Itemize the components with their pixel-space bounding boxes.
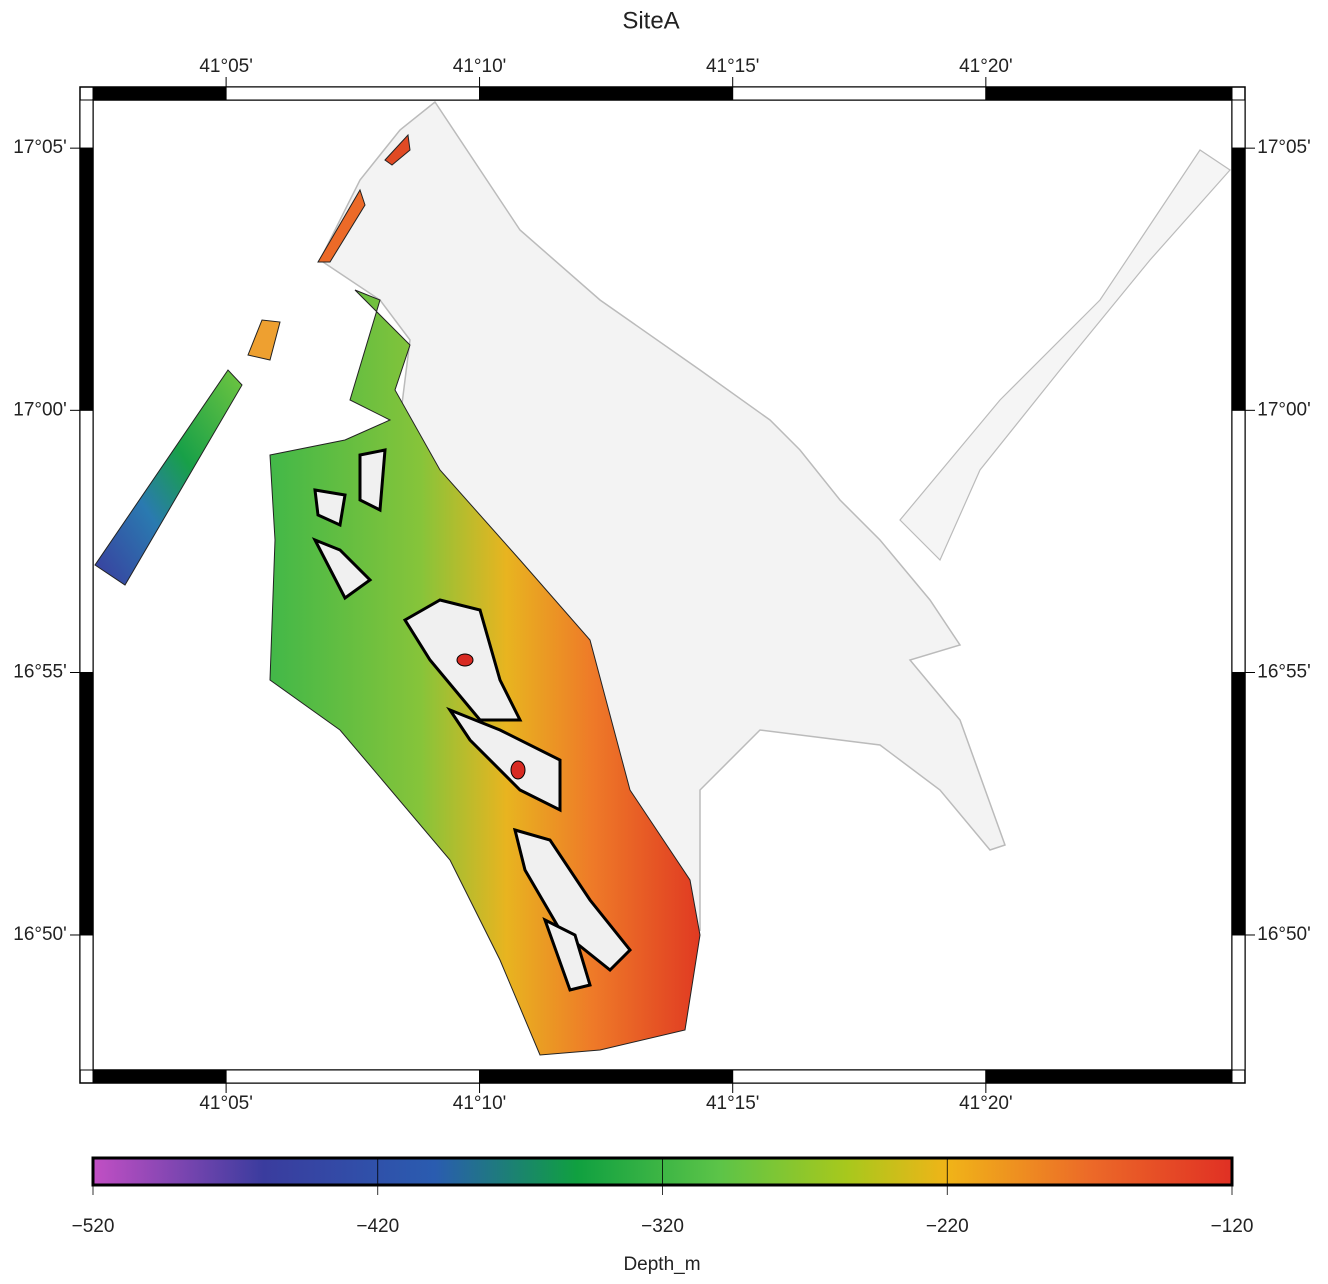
colorbar-tick-label: −520 — [72, 1216, 115, 1237]
frame-bar — [80, 148, 93, 410]
lat-tick-label: 17°00' — [13, 399, 67, 420]
frame-bar — [80, 672, 93, 934]
shoal-peak — [457, 654, 473, 666]
colorbar-tick-label: −420 — [356, 1216, 399, 1237]
frame-bar — [80, 100, 93, 148]
frame-bar — [226, 1070, 479, 1083]
lat-tick-label: 17°00' — [1257, 399, 1311, 420]
lon-tick-label: 41°05' — [199, 56, 253, 77]
frame-bar — [226, 87, 479, 100]
lon-tick-label: 41°10' — [453, 1093, 507, 1114]
map-figure: SiteA 41°05' 41°05' 41°10' 41°10' 41°15' 41°1… — [0, 0, 1328, 1279]
lon-tick-label: 41°20' — [959, 56, 1013, 77]
lat-tick-label: 17°05' — [1257, 137, 1311, 158]
colorbar-tick-label: −320 — [641, 1216, 684, 1237]
lon-tick-label: 41°15' — [706, 56, 760, 77]
frame-bar — [733, 1070, 986, 1083]
lon-tick-label: 41°10' — [453, 56, 507, 77]
frame-bar — [986, 1070, 1232, 1083]
frame-bar — [733, 87, 986, 100]
frame-bar — [93, 87, 226, 100]
frame-bar — [93, 1070, 226, 1083]
lat-tick-label: 16°50' — [13, 924, 67, 945]
frame-bar — [1232, 935, 1245, 1070]
lat-tick-label: 17°05' — [13, 137, 67, 158]
frame-bar — [1232, 148, 1245, 410]
frame-bar — [480, 87, 733, 100]
lat-tick-label: 16°55' — [13, 662, 67, 683]
colorbar-tick-label: −220 — [926, 1216, 969, 1237]
lon-tick-label: 41°20' — [959, 1093, 1013, 1114]
frame-bar — [1232, 672, 1245, 934]
lon-tick-label: 41°05' — [199, 1093, 253, 1114]
colorbar-label: Depth_m — [623, 1254, 700, 1275]
shoal — [360, 450, 385, 510]
lat-tick-label: 16°50' — [1257, 924, 1311, 945]
frame-bar — [80, 410, 93, 672]
lon-tick-label: 41°15' — [706, 1093, 760, 1114]
frame-bar — [1232, 100, 1245, 148]
frame-bar — [80, 935, 93, 1070]
colorbar: Depth_m −520 −420 −320 −220 −120 — [72, 1158, 1254, 1275]
colorbar-tick-label: −120 — [1211, 1216, 1254, 1237]
frame-bar — [480, 1070, 733, 1083]
lat-tick-label: 16°55' — [1257, 662, 1311, 683]
shoal-peak — [511, 761, 525, 779]
map-title: SiteA — [622, 7, 679, 34]
frame-bar — [986, 87, 1232, 100]
frame-bar — [1232, 410, 1245, 672]
